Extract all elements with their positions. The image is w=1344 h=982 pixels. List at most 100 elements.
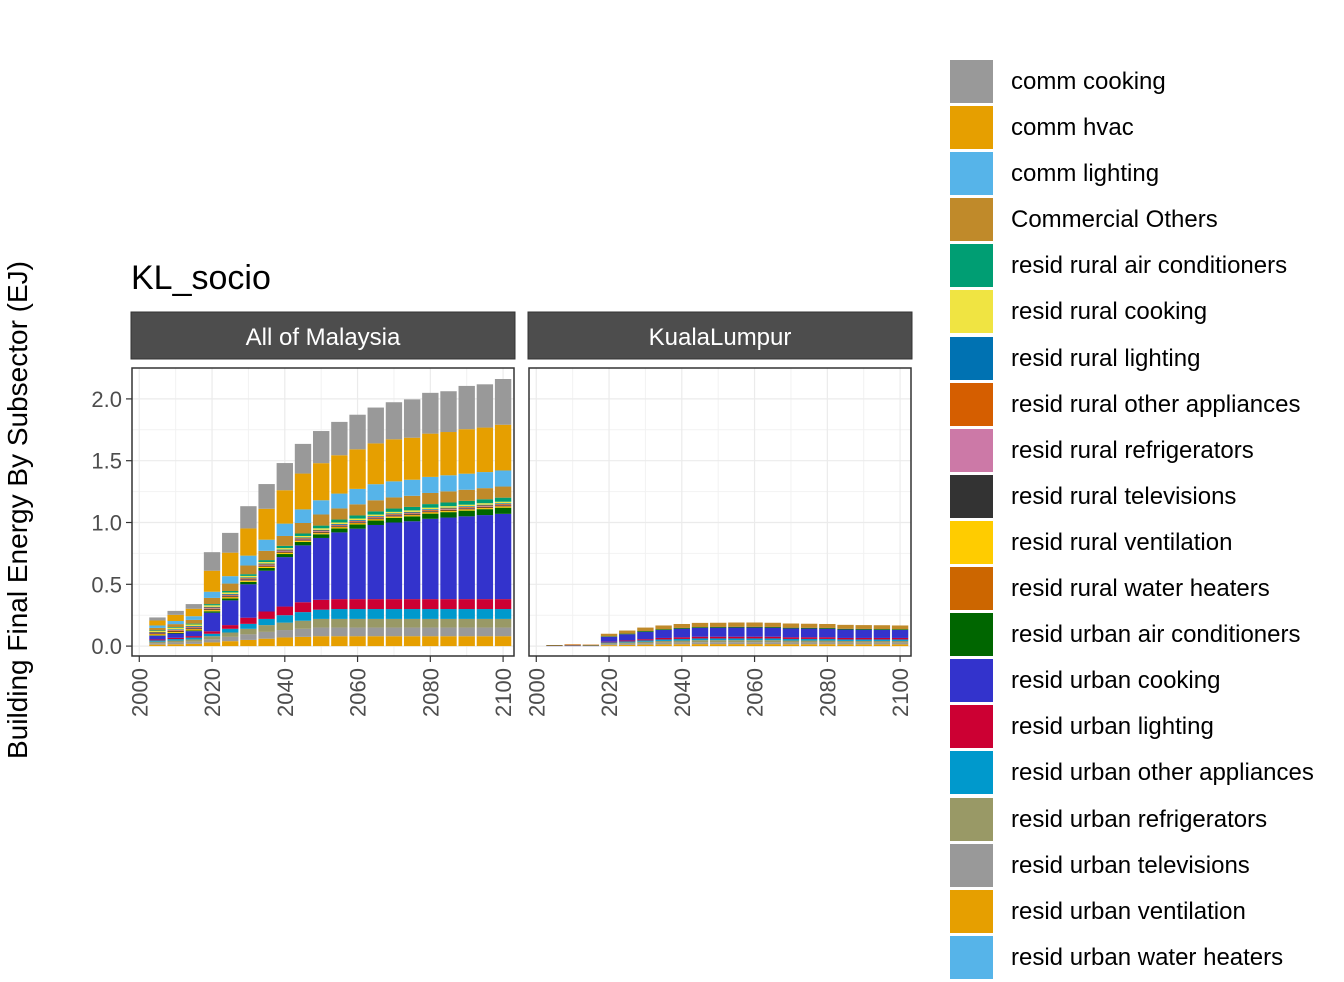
bar-segment — [674, 629, 690, 638]
bar-segment — [149, 630, 165, 631]
bar-segment — [422, 513, 438, 514]
bar-segment — [619, 631, 635, 634]
bar-segment — [331, 422, 347, 455]
bar-segment — [874, 630, 890, 638]
bar-segment — [819, 629, 835, 638]
bar-segment — [692, 640, 708, 642]
bar-segment — [404, 480, 420, 496]
bar-segment — [186, 604, 202, 609]
bar-segment — [477, 428, 493, 472]
bar-segment — [728, 628, 744, 637]
bar-segment — [368, 518, 384, 519]
bar-segment — [295, 536, 311, 537]
bar-segment — [349, 519, 365, 520]
bar-segment — [674, 644, 690, 646]
bar-segment — [601, 645, 617, 646]
legend-key — [950, 798, 993, 841]
bar-segment — [386, 515, 402, 516]
bar-segment — [874, 629, 890, 630]
bar-segment — [258, 565, 274, 566]
bar-segment — [331, 524, 347, 525]
bar-segment — [440, 432, 456, 475]
bar-segment — [692, 628, 708, 637]
bar-segment — [746, 623, 762, 627]
bar-segment — [477, 609, 493, 619]
bar-segment — [240, 580, 256, 581]
bar-segment — [186, 627, 202, 628]
bar-segment — [386, 523, 402, 600]
bar-segment — [277, 524, 293, 536]
bar-segment — [819, 641, 835, 643]
bar-segment — [404, 515, 420, 516]
bar-segment — [746, 642, 762, 644]
bar-segment — [204, 613, 220, 632]
bar-segment — [167, 644, 183, 646]
bar-segment — [295, 545, 311, 602]
legend-label: comm hvac — [1011, 114, 1134, 142]
legend-label: resid urban other appliances — [1011, 759, 1314, 787]
bar-segment — [801, 624, 817, 628]
y-tick-label: 0.5 — [91, 572, 122, 597]
bar-segment — [277, 536, 293, 546]
bar-segment — [349, 599, 365, 609]
bar-segment — [404, 438, 420, 480]
bar-segment — [892, 630, 908, 638]
bar-segment — [313, 532, 329, 533]
bar-segment — [422, 493, 438, 504]
bar-segment — [856, 630, 872, 638]
bar-segment — [167, 638, 183, 639]
bar-segment — [240, 566, 256, 575]
bar-segment — [204, 592, 220, 598]
legend-key — [950, 337, 993, 380]
legend-label: resid rural other appliances — [1011, 391, 1301, 419]
bar-segment — [422, 511, 438, 512]
bar-segment — [222, 641, 238, 646]
bar-segment — [186, 631, 202, 636]
bar-segment — [240, 578, 256, 579]
y-tick-label: 1.5 — [91, 449, 122, 474]
bar-segment — [477, 488, 493, 499]
bar-segment — [674, 637, 690, 639]
bar-segment — [186, 629, 202, 630]
bar-segment — [313, 600, 329, 610]
bar-segment — [295, 629, 311, 637]
bar-segment — [440, 506, 456, 507]
bar-segment — [258, 566, 274, 567]
bar-segment — [277, 490, 293, 523]
x-tick-label: 2020 — [597, 668, 622, 717]
bar-segment — [149, 636, 165, 640]
bar-segment — [856, 639, 872, 640]
bar-segment — [637, 632, 653, 639]
bar-segment — [313, 619, 329, 628]
bar-segment — [459, 599, 475, 609]
bar-segment — [404, 599, 420, 609]
bar-segment — [692, 637, 708, 639]
bar-segment — [692, 627, 708, 628]
bar-segment — [386, 518, 402, 523]
bar-segment — [167, 642, 183, 644]
bar-segment — [892, 644, 908, 646]
bar-segment — [386, 636, 402, 646]
bar-segment — [331, 636, 347, 646]
bar-segment — [477, 636, 493, 646]
bar-segment — [331, 523, 347, 524]
bar-segment — [222, 597, 238, 598]
bar-segment — [783, 639, 799, 641]
bar-segment — [222, 592, 238, 593]
bar-segment — [746, 627, 762, 628]
bar-segment — [386, 512, 402, 513]
bar-segment — [583, 645, 599, 646]
bar-segment — [459, 609, 475, 619]
bar-segment — [477, 599, 493, 609]
bar-segment — [728, 644, 744, 646]
bar-segment — [240, 581, 256, 582]
legend-key — [950, 475, 993, 518]
bar-segment — [331, 508, 347, 519]
bar-segment — [313, 463, 329, 500]
bar-segment — [440, 518, 456, 600]
bar-segment — [728, 638, 744, 640]
bar-segment — [258, 566, 274, 567]
bar-segment — [368, 609, 384, 619]
bar-segment — [204, 608, 220, 609]
